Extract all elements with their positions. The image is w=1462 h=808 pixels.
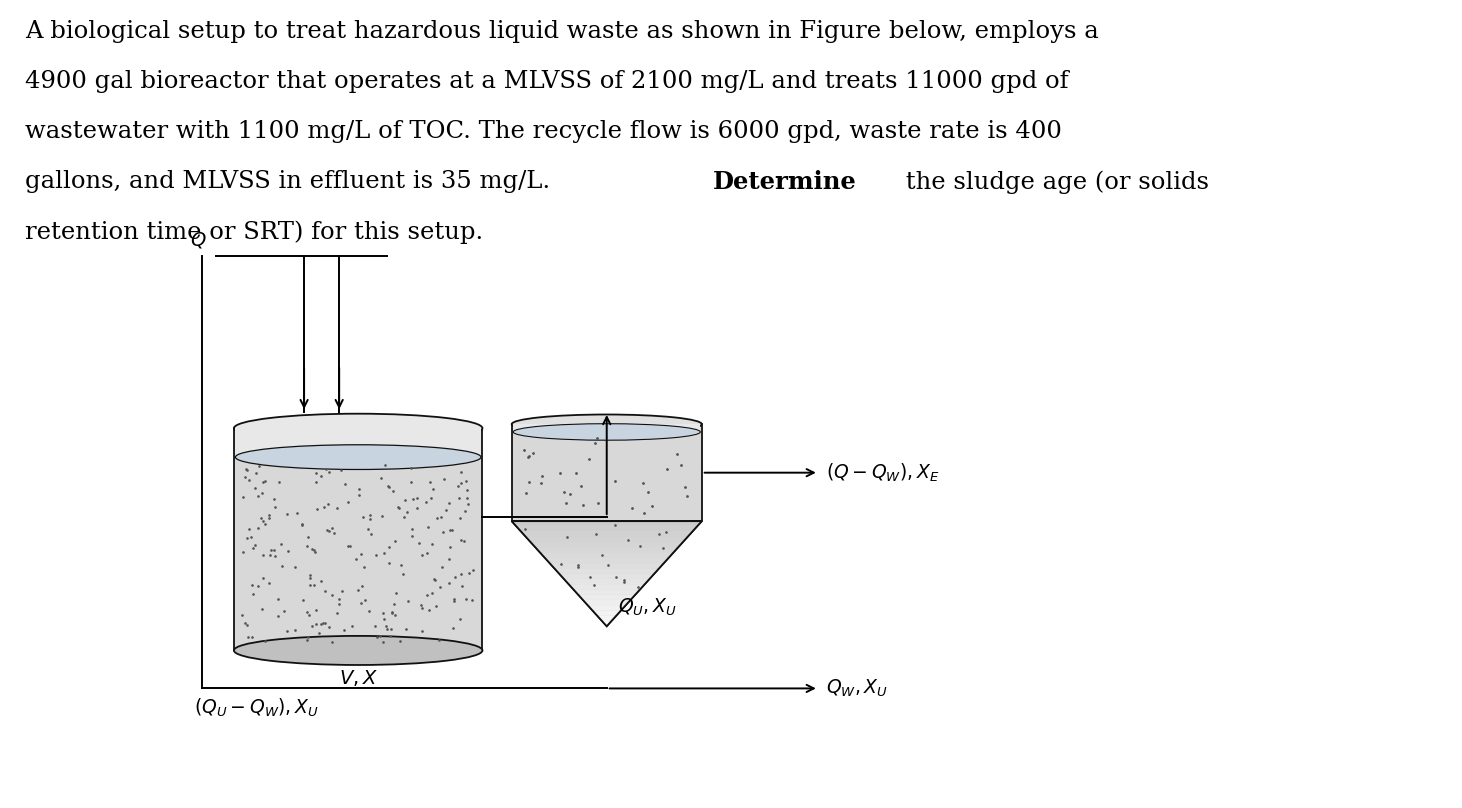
Polygon shape xyxy=(539,553,673,558)
Text: wastewater with 1100 mg/L of TOC. The recycle flow is 6000 gpd, waste rate is 40: wastewater with 1100 mg/L of TOC. The re… xyxy=(25,120,1061,143)
Polygon shape xyxy=(545,558,668,563)
Polygon shape xyxy=(520,532,693,537)
Polygon shape xyxy=(569,584,645,590)
Polygon shape xyxy=(573,590,640,595)
Text: $Q_U, X_U$: $Q_U, X_U$ xyxy=(618,597,677,618)
Polygon shape xyxy=(531,542,683,548)
Text: 4900 gal bioreactor that operates at a MLVSS of 2100 mg/L and treats 11000 gpd o: 4900 gal bioreactor that operates at a M… xyxy=(25,70,1069,93)
Polygon shape xyxy=(554,569,659,574)
Ellipse shape xyxy=(235,444,481,469)
Polygon shape xyxy=(588,605,626,611)
Polygon shape xyxy=(513,424,700,432)
Text: Determine: Determine xyxy=(712,170,857,195)
Polygon shape xyxy=(526,537,687,542)
Ellipse shape xyxy=(512,415,702,434)
Ellipse shape xyxy=(513,423,700,440)
Text: $V, X$: $V, X$ xyxy=(339,668,377,688)
Polygon shape xyxy=(596,616,617,621)
Text: $Q_W, X_U$: $Q_W, X_U$ xyxy=(826,678,887,699)
Polygon shape xyxy=(516,527,697,532)
Polygon shape xyxy=(535,548,678,553)
Polygon shape xyxy=(583,600,630,605)
Text: $(Q- Q_W), X_E$: $(Q- Q_W), X_E$ xyxy=(826,461,940,484)
Text: the sludge age (or solids: the sludge age (or solids xyxy=(898,170,1209,194)
Polygon shape xyxy=(235,428,481,457)
Polygon shape xyxy=(564,579,649,584)
Polygon shape xyxy=(577,595,635,600)
Polygon shape xyxy=(512,424,702,521)
Ellipse shape xyxy=(234,636,482,665)
Ellipse shape xyxy=(234,414,482,443)
Polygon shape xyxy=(550,563,664,569)
Text: A biological setup to treat hazardous liquid waste as shown in Figure below, emp: A biological setup to treat hazardous li… xyxy=(25,20,1098,43)
Polygon shape xyxy=(512,521,702,626)
Polygon shape xyxy=(558,574,655,579)
Polygon shape xyxy=(512,521,702,527)
Polygon shape xyxy=(234,428,482,650)
Text: gallons, and MLVSS in effluent is 35 mg/L.: gallons, and MLVSS in effluent is 35 mg/… xyxy=(25,170,557,193)
Text: $(Q_U - Q_W), X_U$: $(Q_U - Q_W), X_U$ xyxy=(194,696,319,719)
Polygon shape xyxy=(592,611,621,616)
Polygon shape xyxy=(602,621,611,626)
Text: retention time or SRT) for this setup.: retention time or SRT) for this setup. xyxy=(25,221,482,244)
Text: $Q$: $Q$ xyxy=(190,230,206,250)
